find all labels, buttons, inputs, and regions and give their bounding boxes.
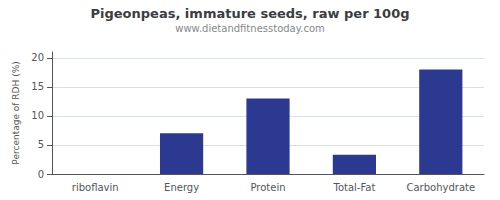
- svg-text:riboflavin: riboflavin: [72, 182, 119, 193]
- svg-text:15: 15: [31, 81, 44, 92]
- svg-text:Carbohydrate: Carbohydrate: [406, 182, 475, 193]
- svg-text:Pigeonpeas, immature seeds, ra: Pigeonpeas, immature seeds, raw per 100g: [90, 6, 409, 21]
- svg-text:0: 0: [38, 169, 44, 180]
- svg-text:Protein: Protein: [250, 182, 285, 193]
- svg-text:10: 10: [31, 110, 44, 121]
- svg-text:www.dietandfitnesstoday.com: www.dietandfitnesstoday.com: [175, 23, 324, 34]
- svg-text:20: 20: [31, 52, 44, 63]
- svg-text:Percentage of RDH (%): Percentage of RDH (%): [11, 61, 21, 164]
- svg-text:5: 5: [38, 139, 44, 150]
- svg-text:Energy: Energy: [164, 182, 199, 193]
- svg-text:Total-Fat: Total-Fat: [332, 182, 375, 193]
